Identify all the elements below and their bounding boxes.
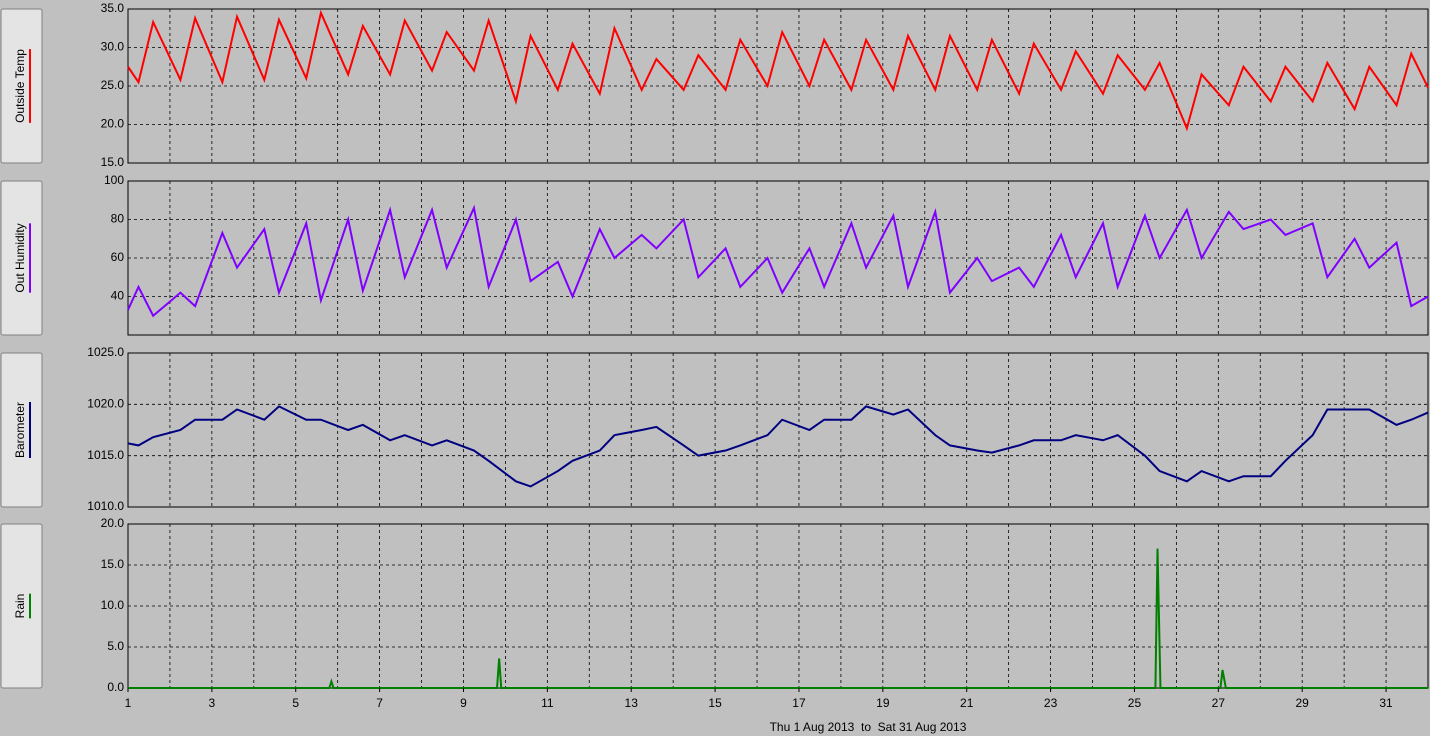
x-tick-label: 13 <box>625 696 639 710</box>
y-tick-label: 30.0 <box>101 40 125 54</box>
x-tick-label: 27 <box>1212 696 1226 710</box>
series-line <box>127 204 1429 318</box>
y-tick-label: 100 <box>104 173 124 187</box>
series-line <box>127 405 1429 488</box>
y-tick-label: 20.0 <box>101 516 125 530</box>
y-tick-label: 20.0 <box>101 117 125 131</box>
y-tick-label: 35.0 <box>101 1 125 15</box>
series-tab-label: Rain <box>13 594 27 619</box>
series-tab-label: Out Humidity <box>13 223 27 292</box>
x-tick-label: 9 <box>460 696 467 710</box>
y-tick-label: 40 <box>111 289 125 303</box>
x-tick-label: 7 <box>376 696 383 710</box>
series-tab[interactable] <box>0 180 43 336</box>
series-tab[interactable] <box>0 8 43 164</box>
series-tab[interactable] <box>0 352 43 508</box>
y-tick-label: 5.0 <box>107 639 124 653</box>
series-line <box>128 548 1428 689</box>
y-tick-label: 25.0 <box>101 78 125 92</box>
x-axis-label: Thu 1 Aug 2013 to Sat 31 Aug 2013 <box>770 720 967 734</box>
series-tab-label: Barometer <box>13 402 27 458</box>
x-tick-label: 19 <box>876 696 890 710</box>
y-tick-label: 10.0 <box>101 598 125 612</box>
y-tick-label: 1025.0 <box>87 345 124 359</box>
x-tick-label: 15 <box>708 696 722 710</box>
y-tick-label: 80 <box>111 212 125 226</box>
x-tick-label: 3 <box>209 696 216 710</box>
x-tick-label: 11 <box>541 696 554 710</box>
x-tick-label: 1 <box>125 696 132 710</box>
series-tab-label: Outside Temp <box>13 49 27 123</box>
y-tick-label: 0.0 <box>107 680 124 694</box>
y-tick-label: 1015.0 <box>87 448 124 462</box>
y-tick-label: 15.0 <box>101 557 125 571</box>
y-tick-label: 15.0 <box>101 155 125 169</box>
x-tick-label: 23 <box>1044 696 1058 710</box>
series-line <box>127 9 1429 132</box>
x-tick-label: 31 <box>1379 696 1393 710</box>
x-tick-label: 5 <box>292 696 299 710</box>
x-tick-label: 21 <box>960 696 974 710</box>
y-tick-label: 1010.0 <box>87 499 124 513</box>
x-tick-label: 17 <box>792 696 806 710</box>
y-tick-label: 1020.0 <box>87 397 124 411</box>
series-tab[interactable] <box>0 523 43 689</box>
y-tick-label: 60 <box>111 250 125 264</box>
x-tick-label: 25 <box>1128 696 1142 710</box>
plot-area <box>127 352 1429 508</box>
x-tick-label: 29 <box>1296 696 1310 710</box>
